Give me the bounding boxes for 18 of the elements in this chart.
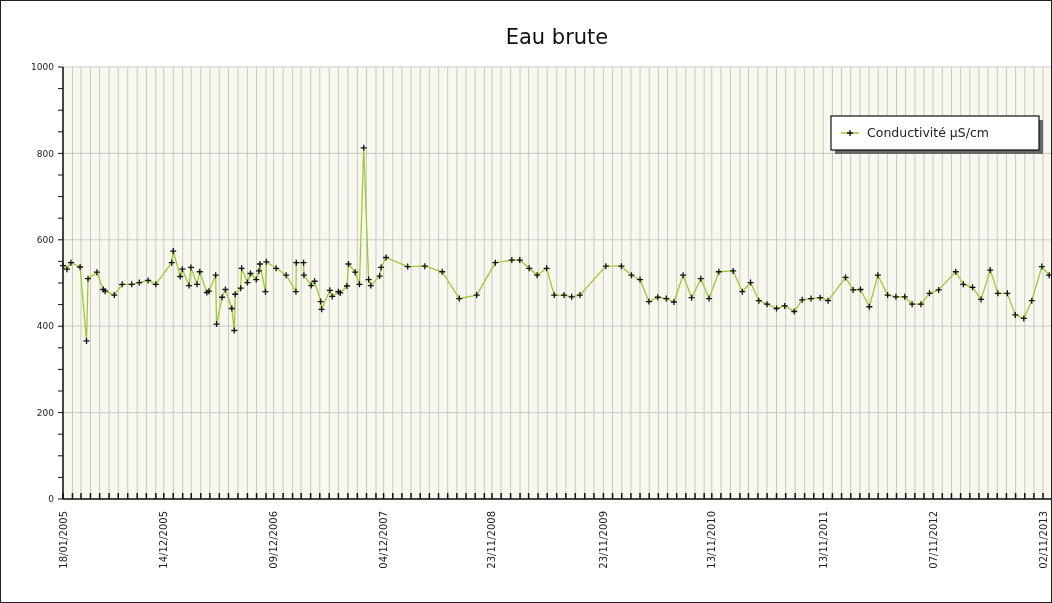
x-tick-label: 04/12/2007 (378, 511, 390, 569)
y-tick-label: 600 (36, 234, 55, 245)
x-tick-label: 09/12/2006 (268, 511, 280, 569)
legend-label: Conductivité µS/cm (867, 125, 989, 141)
y-tick-label: 800 (36, 148, 55, 159)
x-tick-label: 18/01/2005 (57, 511, 69, 569)
x-tick-label: 23/11/2008 (486, 511, 498, 569)
y-tick-label: 1000 (31, 62, 55, 73)
x-tick-label: 07/11/2012 (927, 511, 939, 569)
x-tick-label: 23/11/2009 (597, 511, 609, 569)
x-tick-label: 13/11/2011 (817, 511, 829, 569)
x-tick-label: 02/11/2013 (1037, 511, 1049, 569)
chart-title: Eau brute (505, 25, 609, 49)
y-tick-label: 400 (36, 321, 55, 332)
x-tick-label: 14/12/2005 (158, 511, 170, 569)
x-tick-label: 13/11/2010 (706, 511, 718, 569)
y-tick-label: 0 (48, 494, 55, 505)
y-tick-label: 200 (36, 407, 55, 418)
